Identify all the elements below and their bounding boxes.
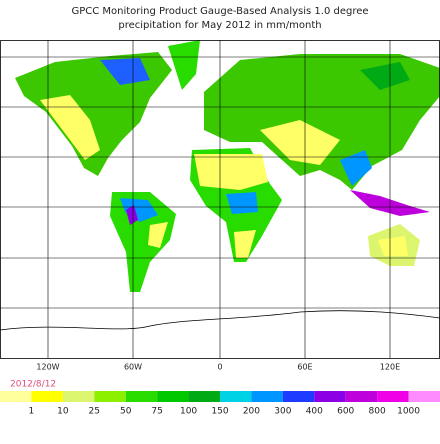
legend-swatch bbox=[31, 391, 63, 402]
longitude-labels: 120W 60W 0 60E 120E bbox=[36, 363, 400, 372]
longitude-label: 120E bbox=[380, 363, 400, 372]
longitude-label: 120W bbox=[36, 363, 59, 372]
legend-swatch bbox=[125, 391, 158, 402]
legend-swatch bbox=[94, 391, 126, 402]
longitude-label: 0 bbox=[217, 363, 222, 372]
land-dry bbox=[378, 236, 408, 256]
legend-label: 50 bbox=[120, 407, 132, 417]
legend-label: 1 bbox=[29, 407, 35, 417]
land-wet bbox=[120, 198, 158, 222]
legend-swatch bbox=[251, 391, 283, 402]
land-dry bbox=[148, 222, 168, 248]
land-wet bbox=[226, 192, 258, 214]
legend-label: 200 bbox=[243, 407, 260, 417]
subtitle: precipitation for May 2012 in mm/month bbox=[118, 20, 321, 31]
legend-swatch bbox=[377, 391, 409, 402]
land-wet bbox=[340, 150, 372, 186]
graticule bbox=[0, 40, 440, 358]
legend-label: 300 bbox=[274, 407, 291, 417]
legend-swatch bbox=[0, 391, 32, 402]
land-dry bbox=[194, 154, 268, 190]
land-dry bbox=[234, 230, 256, 258]
legend-swatch bbox=[408, 391, 440, 402]
legend-label: 75 bbox=[151, 407, 162, 417]
legend-swatch bbox=[220, 391, 252, 402]
legend-label: 1000 bbox=[397, 407, 420, 417]
legend-label: 600 bbox=[337, 407, 354, 417]
land-wet bbox=[100, 58, 150, 85]
legend-swatch bbox=[62, 391, 95, 402]
land bbox=[168, 40, 200, 90]
legend-label: 25 bbox=[89, 407, 100, 417]
title: GPCC Monitoring Product Gauge-Based Anal… bbox=[71, 6, 368, 17]
land-dry bbox=[40, 95, 100, 160]
land-wet bbox=[126, 205, 138, 225]
legend-label: 10 bbox=[57, 407, 69, 417]
legend-swatch bbox=[188, 391, 220, 402]
map bbox=[0, 40, 440, 359]
longitude-label: 60W bbox=[124, 363, 142, 372]
legend-swatch bbox=[345, 391, 378, 402]
legend: 1 10 25 50 75 100 150 200 300 400 600 800 1000 bbox=[0, 391, 440, 417]
legend-label: 400 bbox=[306, 407, 323, 417]
legend-label: 100 bbox=[180, 407, 197, 417]
land-dry bbox=[260, 120, 340, 165]
longitude-label: 60E bbox=[297, 363, 312, 372]
legend-label: 150 bbox=[211, 407, 228, 417]
land bbox=[360, 62, 410, 90]
legend-swatch bbox=[282, 391, 315, 402]
coastline bbox=[0, 310, 440, 331]
legend-swatch bbox=[157, 391, 189, 402]
land bbox=[110, 192, 176, 292]
legend-swatch bbox=[314, 391, 346, 402]
legend-label: 800 bbox=[369, 407, 386, 417]
date: 2012/8/12 bbox=[10, 380, 56, 390]
